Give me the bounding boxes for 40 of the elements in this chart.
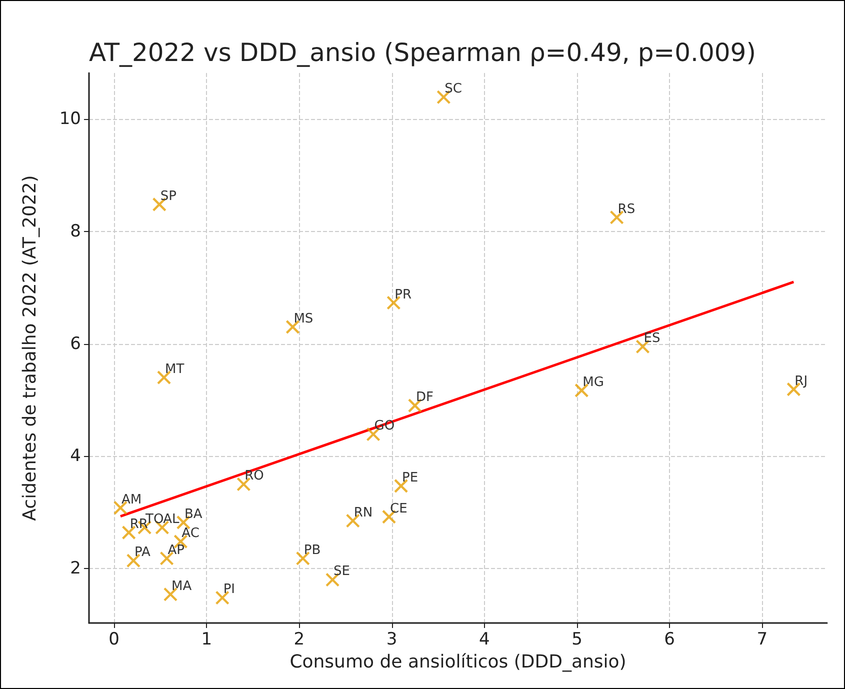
x-tick-label: 6 [664, 630, 675, 650]
y-tick-label: 6 [70, 334, 81, 354]
annotation: PI [223, 582, 236, 598]
chart-title: AT_2022 vs DDD_ansio (Spearman ρ=0.49, p=0.009) [89, 38, 756, 67]
annotation: PA [134, 545, 150, 560]
x-tick-label: 5 [572, 630, 582, 650]
x-tick-label: 3 [386, 630, 398, 650]
y-tick-label: 8 [70, 221, 81, 242]
annotation: PE [402, 470, 418, 486]
annotation: RN [354, 505, 373, 520]
annotation: CE [390, 501, 408, 516]
y-tick-label: 10 [59, 109, 81, 130]
annotation: RO [244, 468, 264, 484]
annotation: AC [182, 526, 200, 542]
x-axis-title: Consumo de ansiolíticos (DDD_ansio) [290, 652, 626, 672]
y-tick-label: 4 [70, 446, 81, 466]
annotation: RS [618, 202, 636, 217]
annotation: PB [304, 542, 321, 558]
x-tick-label: 1 [201, 630, 212, 650]
annotation: ES [644, 331, 660, 346]
annotation: SE [334, 564, 350, 580]
annotation: RJ [794, 374, 808, 389]
annotation: AL [163, 512, 180, 527]
annotation: AP [168, 542, 185, 558]
y-tick-label: 2 [70, 558, 81, 579]
annotation: SC [444, 82, 462, 97]
annotation: MG [582, 374, 604, 390]
annotation: AM [121, 492, 142, 508]
annotation: SP [160, 188, 177, 204]
annotation: MS [294, 311, 314, 326]
annotation: MT [165, 362, 184, 377]
annotation: MA [171, 578, 192, 594]
annotation: PR [394, 287, 412, 302]
x-tick-label: 2 [294, 630, 305, 650]
x-tick-label: 4 [478, 630, 490, 650]
annotation: BA [184, 506, 202, 522]
x-tick-label: 0 [108, 630, 120, 650]
y-axis-title: Acidentes de trabalho 2022 (AT_2022) [20, 175, 40, 521]
annotation: DF [416, 390, 434, 406]
x-tick-label: 7 [756, 630, 768, 650]
